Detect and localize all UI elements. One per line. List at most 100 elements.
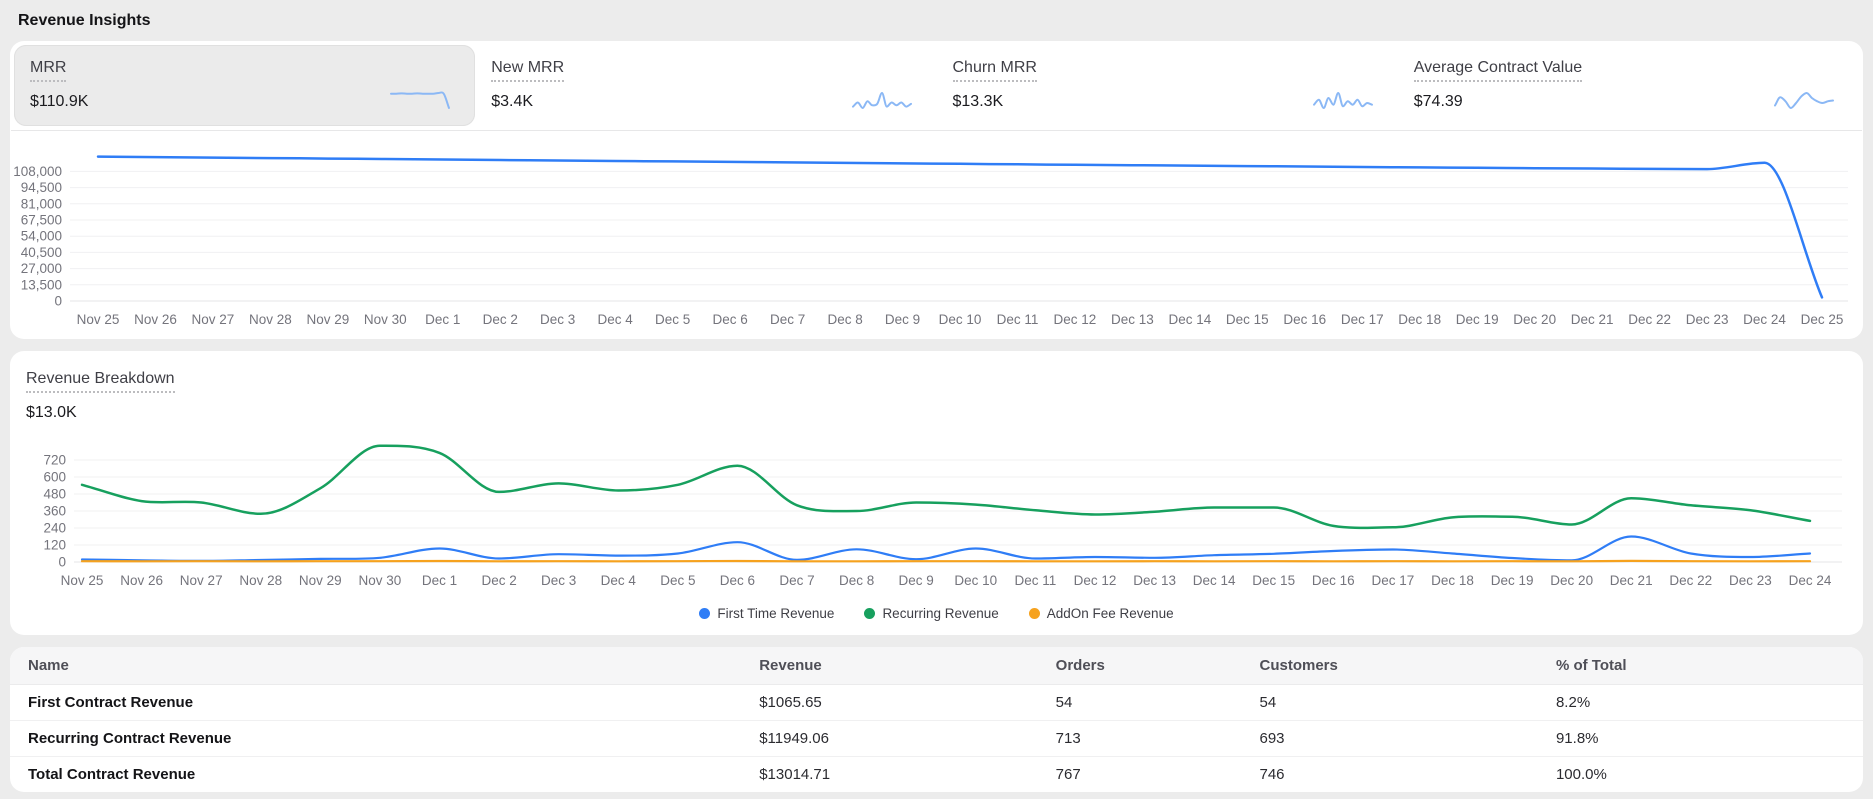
table-row: Recurring Contract Revenue $11949.06 713… (10, 721, 1863, 757)
acv-sparkline (1773, 89, 1835, 111)
legend-dot-orange (1029, 608, 1040, 619)
new-mrr-sparkline (851, 89, 913, 111)
svg-text:Nov 29: Nov 29 (307, 312, 350, 327)
svg-text:720: 720 (43, 453, 66, 468)
svg-text:120: 120 (43, 538, 66, 553)
row-name: Total Contract Revenue (10, 757, 751, 793)
svg-text:Dec 12: Dec 12 (1074, 573, 1117, 588)
row-orders: 767 (1048, 757, 1252, 793)
svg-text:Dec 11: Dec 11 (1015, 573, 1057, 588)
svg-text:Dec 15: Dec 15 (1252, 573, 1295, 588)
page-title: Revenue Insights (10, 10, 1863, 41)
contract-revenue-table: Name Revenue Orders Customers % of Total… (10, 647, 1863, 792)
mrr-line-chart[interactable]: 013,50027,00040,50054,00067,50081,00094,… (10, 133, 1855, 333)
row-revenue: $11949.06 (751, 721, 1047, 757)
svg-text:67,500: 67,500 (21, 213, 62, 228)
svg-text:Dec 10: Dec 10 (939, 312, 982, 327)
legend-item-recurring-revenue[interactable]: Recurring Revenue (864, 606, 998, 621)
row-pct-of-total: 100.0% (1548, 757, 1863, 793)
svg-text:360: 360 (43, 504, 66, 519)
svg-text:Dec 14: Dec 14 (1193, 573, 1236, 588)
row-name: Recurring Contract Revenue (10, 721, 751, 757)
svg-text:0: 0 (58, 555, 66, 570)
kpi-card-mrr[interactable]: MRR $110.9K (14, 45, 475, 126)
svg-text:27,000: 27,000 (21, 261, 62, 276)
svg-text:Nov 26: Nov 26 (134, 312, 177, 327)
svg-text:Dec 21: Dec 21 (1571, 312, 1614, 327)
svg-text:Nov 25: Nov 25 (61, 573, 104, 588)
table-header-row: Name Revenue Orders Customers % of Total (10, 647, 1863, 685)
svg-text:Dec 2: Dec 2 (483, 312, 518, 327)
svg-text:Dec 2: Dec 2 (481, 573, 516, 588)
svg-text:Dec 16: Dec 16 (1312, 573, 1355, 588)
svg-text:Dec 16: Dec 16 (1283, 312, 1326, 327)
svg-text:Nov 26: Nov 26 (120, 573, 163, 588)
svg-text:Dec 5: Dec 5 (660, 573, 695, 588)
svg-text:Dec 21: Dec 21 (1610, 573, 1653, 588)
svg-text:Nov 28: Nov 28 (249, 312, 292, 327)
svg-text:480: 480 (43, 487, 66, 502)
kpi-label-new-mrr[interactable]: New MRR (491, 58, 564, 82)
svg-text:81,000: 81,000 (21, 196, 62, 211)
svg-text:108,000: 108,000 (13, 164, 62, 179)
contract-revenue-table-card: Name Revenue Orders Customers % of Total… (10, 647, 1863, 792)
svg-text:Nov 25: Nov 25 (77, 312, 120, 327)
legend-dot-green (864, 608, 875, 619)
svg-text:Dec 9: Dec 9 (885, 312, 920, 327)
svg-text:Dec 19: Dec 19 (1491, 573, 1534, 588)
svg-text:Dec 10: Dec 10 (954, 573, 997, 588)
kpi-label-average-contract-value[interactable]: Average Contract Value (1414, 58, 1582, 82)
svg-text:Dec 7: Dec 7 (770, 312, 805, 327)
svg-text:94,500: 94,500 (21, 180, 62, 195)
svg-text:Dec 1: Dec 1 (425, 312, 460, 327)
svg-text:0: 0 (54, 294, 62, 309)
revenue-breakdown-value: $13.0K (26, 404, 1847, 422)
revenue-breakdown-line-chart[interactable]: 0120240360480600720Nov 25Nov 26Nov 27Nov… (26, 438, 1847, 594)
kpi-card-average-contract-value[interactable]: Average Contract Value $74.39 (1398, 45, 1859, 126)
table-row: Total Contract Revenue $13014.71 767 746… (10, 757, 1863, 793)
kpi-label-mrr[interactable]: MRR (30, 58, 66, 82)
chart-legend: First Time Revenue Recurring Revenue Add… (26, 594, 1847, 629)
svg-text:Dec 13: Dec 13 (1133, 573, 1176, 588)
column-header-name: Name (10, 647, 751, 685)
svg-text:Dec 24: Dec 24 (1743, 312, 1786, 327)
legend-dot-blue (699, 608, 710, 619)
svg-text:Dec 18: Dec 18 (1431, 573, 1474, 588)
kpi-card-new-mrr[interactable]: New MRR $3.4K (475, 45, 936, 126)
svg-text:Dec 9: Dec 9 (899, 573, 934, 588)
svg-text:Dec 14: Dec 14 (1169, 312, 1212, 327)
kpi-row: MRR $110.9K New MRR $3.4K Churn MRR $13.… (10, 41, 1863, 130)
svg-text:54,000: 54,000 (21, 229, 62, 244)
svg-text:Dec 6: Dec 6 (712, 312, 747, 327)
revenue-breakdown-title[interactable]: Revenue Breakdown (26, 369, 175, 393)
svg-text:Dec 8: Dec 8 (839, 573, 874, 588)
kpi-label-churn-mrr[interactable]: Churn MRR (953, 58, 1037, 82)
svg-text:Dec 25: Dec 25 (1801, 312, 1844, 327)
row-revenue: $1065.65 (751, 685, 1047, 721)
row-name: First Contract Revenue (10, 685, 751, 721)
svg-text:Dec 11: Dec 11 (997, 312, 1039, 327)
column-header-customers: Customers (1252, 647, 1548, 685)
row-revenue: $13014.71 (751, 757, 1047, 793)
churn-mrr-sparkline (1312, 89, 1374, 111)
column-header-revenue: Revenue (751, 647, 1047, 685)
svg-text:Dec 6: Dec 6 (720, 573, 755, 588)
row-customers: 54 (1252, 685, 1548, 721)
svg-text:Nov 29: Nov 29 (299, 573, 342, 588)
row-orders: 54 (1048, 685, 1252, 721)
svg-text:Nov 30: Nov 30 (364, 312, 407, 327)
kpi-card-churn-mrr[interactable]: Churn MRR $13.3K (937, 45, 1398, 126)
svg-text:Dec 5: Dec 5 (655, 312, 690, 327)
svg-text:Dec 17: Dec 17 (1341, 312, 1384, 327)
row-customers: 746 (1252, 757, 1548, 793)
legend-item-addon-fee-revenue[interactable]: AddOn Fee Revenue (1029, 606, 1174, 621)
svg-text:Dec 24: Dec 24 (1789, 573, 1832, 588)
svg-text:Nov 30: Nov 30 (359, 573, 402, 588)
svg-text:Dec 8: Dec 8 (827, 312, 862, 327)
svg-text:Dec 15: Dec 15 (1226, 312, 1269, 327)
svg-text:Dec 4: Dec 4 (601, 573, 637, 588)
svg-text:40,500: 40,500 (21, 245, 62, 260)
legend-item-first-time-revenue[interactable]: First Time Revenue (699, 606, 834, 621)
row-pct-of-total: 91.8% (1548, 721, 1863, 757)
revenue-breakdown-card: Revenue Breakdown $13.0K 012024036048060… (10, 351, 1863, 635)
